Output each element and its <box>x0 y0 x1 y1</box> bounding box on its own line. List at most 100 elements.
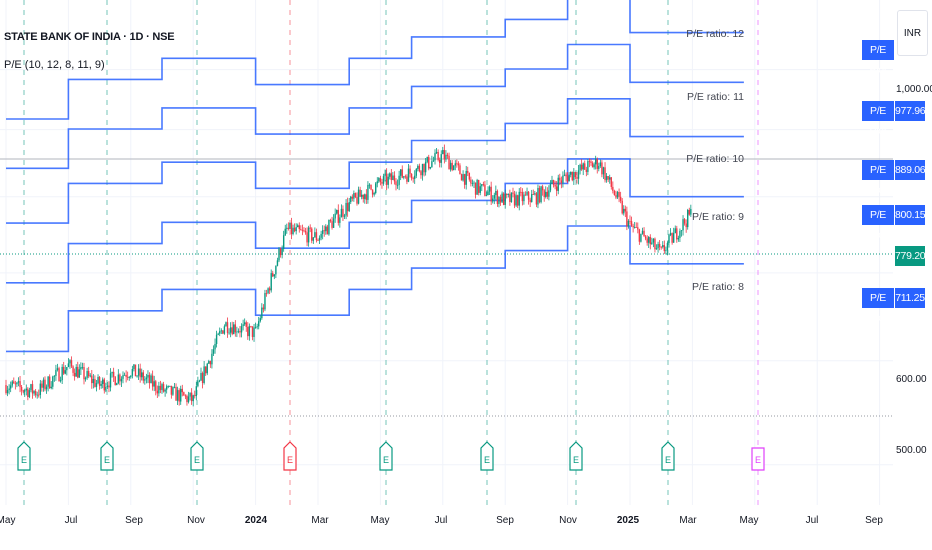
candle-body <box>278 248 280 261</box>
candle-body <box>521 192 524 202</box>
candle-body <box>219 331 221 334</box>
candle-body <box>601 162 603 175</box>
pe-ratio-label: P/E ratio: 12 <box>686 28 744 40</box>
candle-body <box>17 381 20 383</box>
candle-body <box>356 197 358 204</box>
candle-body <box>162 384 165 392</box>
candle-body <box>523 194 525 202</box>
candle-body <box>498 196 500 205</box>
candle-body <box>172 387 174 395</box>
candle-body <box>161 384 163 390</box>
candle-body <box>534 193 536 195</box>
candle-body <box>648 237 650 243</box>
candle-body <box>392 175 394 181</box>
candle-body <box>268 288 271 291</box>
candle-body <box>643 230 645 237</box>
candle-body <box>437 151 439 160</box>
candle-body <box>565 174 567 177</box>
candle-body <box>594 158 597 165</box>
candle-body <box>624 208 627 212</box>
candle-body <box>197 381 199 387</box>
candle-body <box>520 191 522 193</box>
candle-body <box>660 246 662 248</box>
candle-body <box>596 158 598 169</box>
candle-body <box>635 227 637 228</box>
candle-body <box>395 181 397 186</box>
candle-body <box>320 233 322 238</box>
candle-body <box>318 237 321 241</box>
candle-body <box>306 232 308 243</box>
candle-body <box>317 240 319 241</box>
currency-button[interactable]: INR <box>897 10 928 56</box>
candle-body <box>381 181 383 184</box>
candle-body <box>258 321 260 327</box>
candle-body <box>56 368 59 370</box>
candle-body <box>687 209 689 228</box>
indicator-legend[interactable]: P/E (10, 12, 8, 11, 9) <box>4 59 105 71</box>
candle-body <box>646 238 648 243</box>
candle-body <box>378 178 380 182</box>
candle-body <box>442 149 444 155</box>
symbol-title[interactable]: STATE BANK OF INDIA · 1D · NSE <box>4 31 175 43</box>
candle-body <box>106 385 109 387</box>
candle-body <box>69 360 71 364</box>
candle-body <box>116 383 118 386</box>
candle-body <box>251 326 254 337</box>
candle-body <box>214 343 216 350</box>
candle-body <box>195 386 198 397</box>
candle-body <box>540 186 542 203</box>
candle-body <box>554 184 556 187</box>
candle-body <box>194 395 196 397</box>
candle-body <box>665 250 667 252</box>
earnings-letter: E <box>104 455 110 465</box>
candle-body <box>134 364 137 377</box>
candle-body <box>633 227 636 228</box>
earnings-flag-icon <box>751 447 765 471</box>
candle-body <box>181 388 183 393</box>
earnings-letter: E <box>383 455 389 465</box>
candle-body <box>309 227 311 229</box>
candle-body <box>183 392 185 396</box>
pe-band-line <box>6 98 744 224</box>
candle-body <box>615 195 617 198</box>
candle-body <box>287 227 290 229</box>
candle-body <box>546 191 549 197</box>
candle-body <box>412 178 414 180</box>
candle-body <box>19 381 21 387</box>
candle-body <box>672 233 675 243</box>
candle-body <box>685 223 687 228</box>
candle-body <box>64 370 66 374</box>
last-price-badge: 779.20 <box>895 246 926 266</box>
candle-body <box>109 373 112 388</box>
candle-body <box>326 226 329 235</box>
candle-body <box>440 154 442 163</box>
candle-body <box>449 162 452 170</box>
x-tick-label: Sep <box>865 515 883 526</box>
candle-body <box>677 237 680 240</box>
candle-body <box>346 202 349 212</box>
candle-body <box>619 196 622 201</box>
earnings-letter: E <box>21 455 27 465</box>
candle-body <box>479 186 481 193</box>
candle-body <box>493 195 495 199</box>
candle-body <box>602 167 605 175</box>
candle-body <box>612 186 614 191</box>
pe-ratio-label: P/E ratio: 10 <box>686 153 744 165</box>
candle-body <box>201 373 204 383</box>
candle-body <box>11 381 13 386</box>
candle-body <box>30 384 32 391</box>
candle-body <box>31 384 34 394</box>
candle-body <box>120 378 123 382</box>
candle-body <box>212 349 215 354</box>
earnings-flag-icon <box>379 441 393 471</box>
candle-body <box>460 174 463 181</box>
candle-body <box>44 379 46 390</box>
candle-body <box>304 231 307 233</box>
candle-body <box>155 381 157 391</box>
candle-body <box>119 374 121 382</box>
candle-body <box>328 220 330 235</box>
candle-body <box>365 194 368 200</box>
candle-body <box>36 394 38 396</box>
candle-body <box>456 163 458 165</box>
